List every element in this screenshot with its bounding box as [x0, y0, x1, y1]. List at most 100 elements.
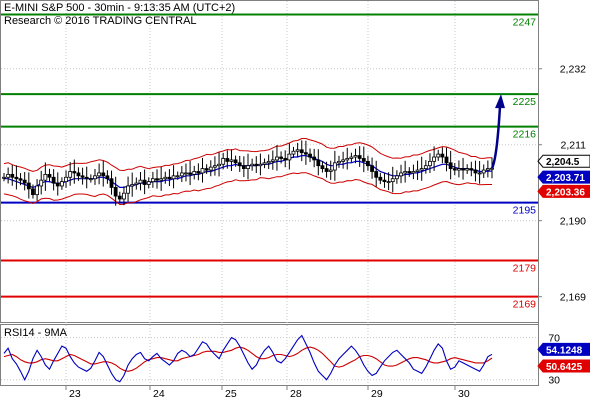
candle-body: [113, 187, 118, 197]
candle: [2, 172, 6, 182]
candle-body: [105, 175, 110, 180]
candle: [258, 153, 263, 176]
candle-body: [196, 171, 201, 174]
candle-body: [415, 169, 420, 172]
candle: [485, 160, 490, 178]
candle: [366, 155, 370, 171]
time-tick-label: 23: [69, 388, 81, 400]
rsi-tick-label: 30: [548, 375, 560, 387]
candle-body: [184, 172, 188, 175]
candle-body: [295, 149, 300, 152]
candle-body: [436, 153, 441, 158]
level-label-2225: 2225: [513, 96, 537, 108]
candle-body: [18, 178, 23, 181]
candle-body: [266, 160, 271, 164]
candle-body: [72, 171, 77, 174]
candle: [275, 145, 279, 171]
candle-body: [399, 172, 403, 177]
candle-body: [163, 176, 168, 180]
candle: [452, 162, 457, 176]
candle-body: [2, 176, 6, 179]
candle-body: [204, 168, 209, 171]
candle: [444, 147, 449, 172]
candle: [233, 155, 238, 167]
candle-body: [142, 179, 147, 185]
candle-body: [481, 169, 486, 174]
candle: [461, 157, 465, 180]
candle: [386, 172, 391, 191]
candle: [399, 164, 403, 184]
candle: [97, 163, 102, 185]
candle-body: [146, 181, 151, 185]
candle-body: [353, 155, 358, 158]
candle: [200, 157, 205, 183]
candle: [51, 169, 56, 191]
candle: [279, 151, 283, 164]
candle: [361, 146, 366, 173]
candle-body: [382, 179, 387, 183]
candle-body: [93, 175, 97, 180]
price-tick-label: 2,190: [560, 216, 586, 228]
candle-body: [130, 184, 135, 187]
price-badge-box: [537, 170, 590, 184]
candle-body: [312, 156, 317, 161]
time-axis: 23 24 25 28 29 30: [65, 385, 470, 400]
candle-body: [233, 159, 238, 164]
candle-body: [341, 159, 346, 162]
support-resistance-levels: 2247 2225 2216 2195 2179 2169: [1, 13, 538, 311]
forecast-arrow: [490, 94, 505, 169]
candle-body: [225, 158, 230, 162]
candle: [163, 171, 168, 184]
candle-body: [43, 173, 48, 181]
candle: [423, 160, 428, 174]
candles: [2, 140, 494, 206]
candle: [303, 140, 308, 165]
candle-body: [337, 160, 341, 164]
candle-body: [88, 178, 93, 181]
candle-body: [452, 168, 457, 171]
rsi-plot-frame: [0, 324, 539, 386]
candle: [6, 167, 11, 184]
candle: [477, 161, 482, 184]
candle-body: [303, 152, 308, 155]
candle: [308, 148, 312, 163]
candle: [295, 142, 300, 158]
candle: [167, 169, 172, 187]
candle: [254, 156, 259, 174]
candle: [250, 158, 255, 171]
candle-body: [477, 172, 482, 175]
candle: [138, 172, 143, 191]
candle: [345, 147, 350, 170]
candle-body: [134, 182, 139, 185]
candle-body: [246, 165, 250, 169]
price-badge: 2,203.36: [537, 184, 590, 198]
price-badge: 2,204.5: [537, 154, 590, 168]
candle-body: [262, 162, 267, 165]
candle: [241, 156, 246, 178]
candle: [299, 140, 304, 162]
candle-body: [407, 171, 412, 174]
candle-body: [200, 168, 205, 174]
candle-body: [229, 159, 234, 162]
candle-body: [270, 159, 275, 162]
rsi-badge-box: [537, 342, 590, 356]
candle: [457, 160, 461, 178]
bollinger-upper: [3, 138, 492, 172]
candle-body: [299, 149, 304, 154]
candle-body: [345, 158, 350, 161]
candle-body: [250, 163, 255, 167]
candle-body: [287, 153, 292, 161]
candle-body: [26, 182, 31, 190]
candle-body: [59, 181, 64, 187]
candle: [411, 164, 416, 180]
candle-body: [423, 165, 428, 169]
candle: [31, 184, 35, 199]
candle-body: [167, 176, 172, 180]
candle: [155, 169, 159, 189]
candle: [142, 169, 147, 195]
candle: [208, 160, 213, 177]
time-tick-label: 30: [458, 388, 470, 400]
candle: [105, 170, 110, 184]
chart-credit: Research © 2016 TRADING CENTRAL: [4, 15, 197, 27]
candle-body: [320, 165, 325, 169]
